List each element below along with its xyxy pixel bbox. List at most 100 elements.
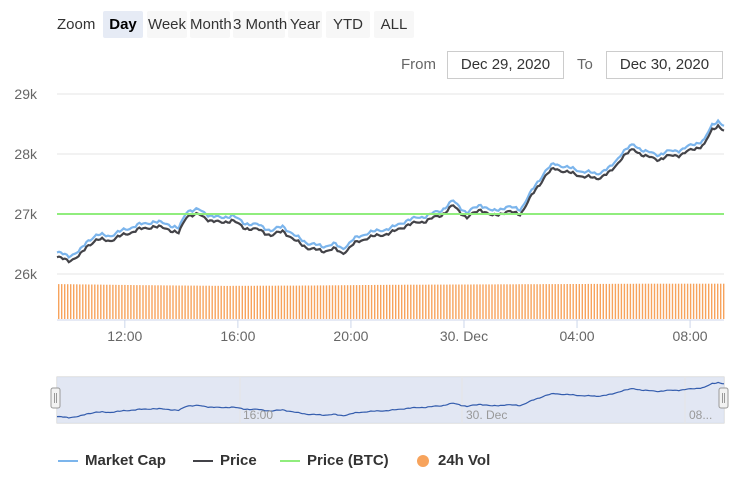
volume-bar	[404, 284, 406, 319]
navigator-label-30dec: 30. Dec	[466, 408, 507, 422]
volume-bar	[124, 284, 126, 319]
volume-bar	[298, 285, 301, 319]
navigator-right-handle[interactable]	[718, 387, 729, 409]
volume-bar	[563, 284, 565, 319]
volume-bar	[280, 285, 283, 319]
volume-bar	[395, 284, 397, 319]
to-date-input[interactable]: Dec 30, 2020	[606, 51, 723, 79]
volume-bar	[139, 285, 141, 319]
volume-bar	[70, 284, 72, 319]
range-button-day[interactable]: Day	[103, 11, 143, 38]
volume-bar	[464, 284, 466, 319]
volume-bar	[370, 285, 373, 319]
volume-bar	[121, 284, 123, 319]
volume-bar	[629, 283, 632, 319]
volume-bar	[644, 283, 647, 319]
volume-bar	[340, 285, 343, 319]
volume-bar	[196, 285, 198, 319]
volume-bar	[680, 283, 683, 319]
volume-bar	[497, 284, 499, 319]
volume-bar	[611, 283, 614, 319]
x-tick-label: 04:00	[560, 328, 595, 344]
volume-bar	[641, 283, 644, 319]
from-date-input[interactable]: Dec 29, 2020	[447, 51, 564, 79]
volume-bar	[160, 285, 162, 319]
volume-bar	[458, 284, 460, 319]
navigator-left-handle[interactable]	[50, 387, 61, 409]
volume-bar	[533, 284, 535, 319]
y-tick-label: 29k	[14, 86, 38, 102]
volume-bar	[482, 284, 484, 319]
volume-bar	[238, 285, 240, 319]
volume-bar	[178, 285, 180, 319]
volume-bar	[199, 285, 201, 319]
volume-bar	[82, 284, 84, 319]
volume-bar	[590, 283, 592, 319]
volume-bar	[313, 285, 316, 319]
price-legend-symbol	[193, 460, 213, 463]
volume-bar	[530, 284, 532, 319]
range-button-month[interactable]: Month	[190, 11, 232, 38]
volume-bar	[220, 285, 222, 319]
range-button-3month[interactable]: 3 Month	[233, 11, 287, 38]
volume-bar	[431, 284, 433, 319]
volume-legend-symbol	[417, 455, 429, 468]
volume-bar	[274, 285, 277, 319]
legend-item-price-btc[interactable]: Price (BTC)	[280, 452, 389, 469]
volume-bar	[211, 285, 213, 319]
range-button-year[interactable]: Year	[288, 11, 322, 38]
volume-bar	[265, 285, 267, 319]
volume-bar	[626, 283, 629, 319]
volume-bar	[61, 284, 63, 319]
volume-bar	[491, 284, 493, 319]
volume-bar	[662, 283, 665, 319]
navigator-selection[interactable]	[57, 377, 724, 423]
volume-bar	[461, 284, 463, 319]
volume-bar	[686, 283, 689, 319]
volume-bar	[614, 283, 617, 319]
range-button-all[interactable]: ALL	[374, 11, 414, 38]
volume-bar	[322, 285, 325, 319]
volume-bar	[578, 284, 580, 319]
volume-bar	[319, 285, 322, 319]
volume-bar	[509, 284, 511, 319]
volume-bar	[100, 284, 102, 319]
volume-bar	[539, 284, 541, 319]
x-tick-label: 12:00	[107, 328, 142, 344]
volume-bar	[386, 284, 388, 319]
volume-bar	[169, 285, 171, 319]
volume-bar	[286, 285, 289, 319]
volume-bar	[145, 285, 147, 319]
volume-bar	[689, 283, 692, 319]
volume-bar	[187, 285, 189, 319]
legend-item-price[interactable]: Price	[193, 452, 257, 469]
volume-bar	[437, 284, 439, 319]
volume-bar	[208, 285, 210, 319]
volume-bar	[467, 284, 469, 319]
volume-bar	[259, 285, 261, 319]
volume-bar	[118, 284, 120, 319]
volume-bar	[569, 284, 571, 319]
volume-bar	[253, 285, 255, 319]
volume-bar	[695, 283, 698, 319]
legend-item-market-cap[interactable]: Market Cap	[58, 452, 166, 469]
grid-lines	[57, 93, 724, 275]
volume-bar	[250, 285, 252, 319]
volume-bar	[133, 285, 135, 319]
range-button-ytd[interactable]: YTD	[326, 11, 370, 38]
volume-bar	[181, 285, 183, 319]
volume-bar	[79, 284, 81, 319]
volume-bar	[214, 285, 216, 319]
navigator[interactable]: 16:00 30. Dec 08...	[50, 376, 729, 424]
volume-bar	[674, 283, 677, 319]
volume-bar	[383, 284, 385, 319]
volume-bar	[455, 284, 457, 319]
volume-bar	[650, 283, 653, 319]
to-label: To	[577, 56, 593, 73]
range-button-week[interactable]: Week	[147, 11, 187, 38]
legend-item-24h-vol[interactable]: 24h Vol	[414, 452, 490, 469]
volume-bar	[283, 285, 286, 319]
legend-label-price-btc: Price (BTC)	[307, 452, 389, 469]
volume-bar	[608, 283, 611, 319]
volume-bar	[334, 285, 337, 319]
